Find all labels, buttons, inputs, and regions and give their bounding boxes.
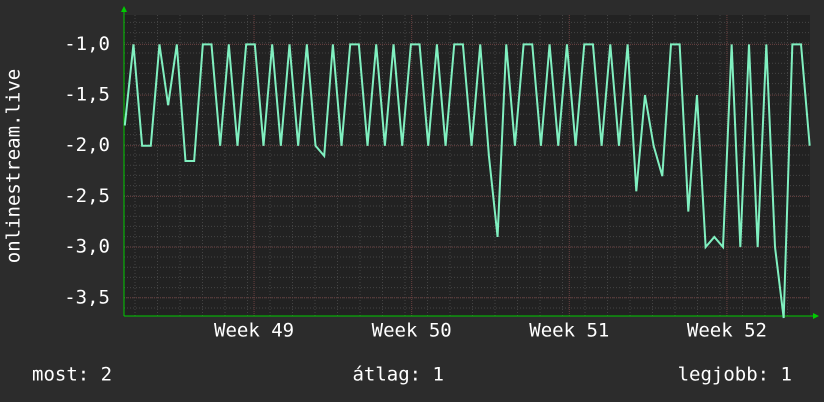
data-line — [123, 43, 811, 319]
footer-stat: átlag: 1 — [352, 364, 444, 386]
footer-stat: legjobb: 1 — [678, 364, 792, 386]
y-tick-label: -1,0 — [64, 33, 110, 55]
y-tick-label: -1,5 — [64, 84, 110, 106]
x-tick-label: Week 52 — [687, 320, 767, 342]
x-tick-label: Week 51 — [529, 320, 609, 342]
x-arrow — [813, 313, 819, 319]
y-tick-label: -3,0 — [64, 236, 110, 258]
y-axis-label: onlinestream.live — [3, 69, 25, 263]
y-tick-label: -3,5 — [64, 286, 110, 308]
x-tick-label: Week 50 — [372, 320, 452, 342]
y-tick-label: -2,5 — [64, 185, 110, 207]
x-tick-label: Week 49 — [214, 320, 294, 342]
footer-stat: most: 2 — [32, 364, 112, 386]
y-tick-label: -2,0 — [64, 134, 110, 156]
